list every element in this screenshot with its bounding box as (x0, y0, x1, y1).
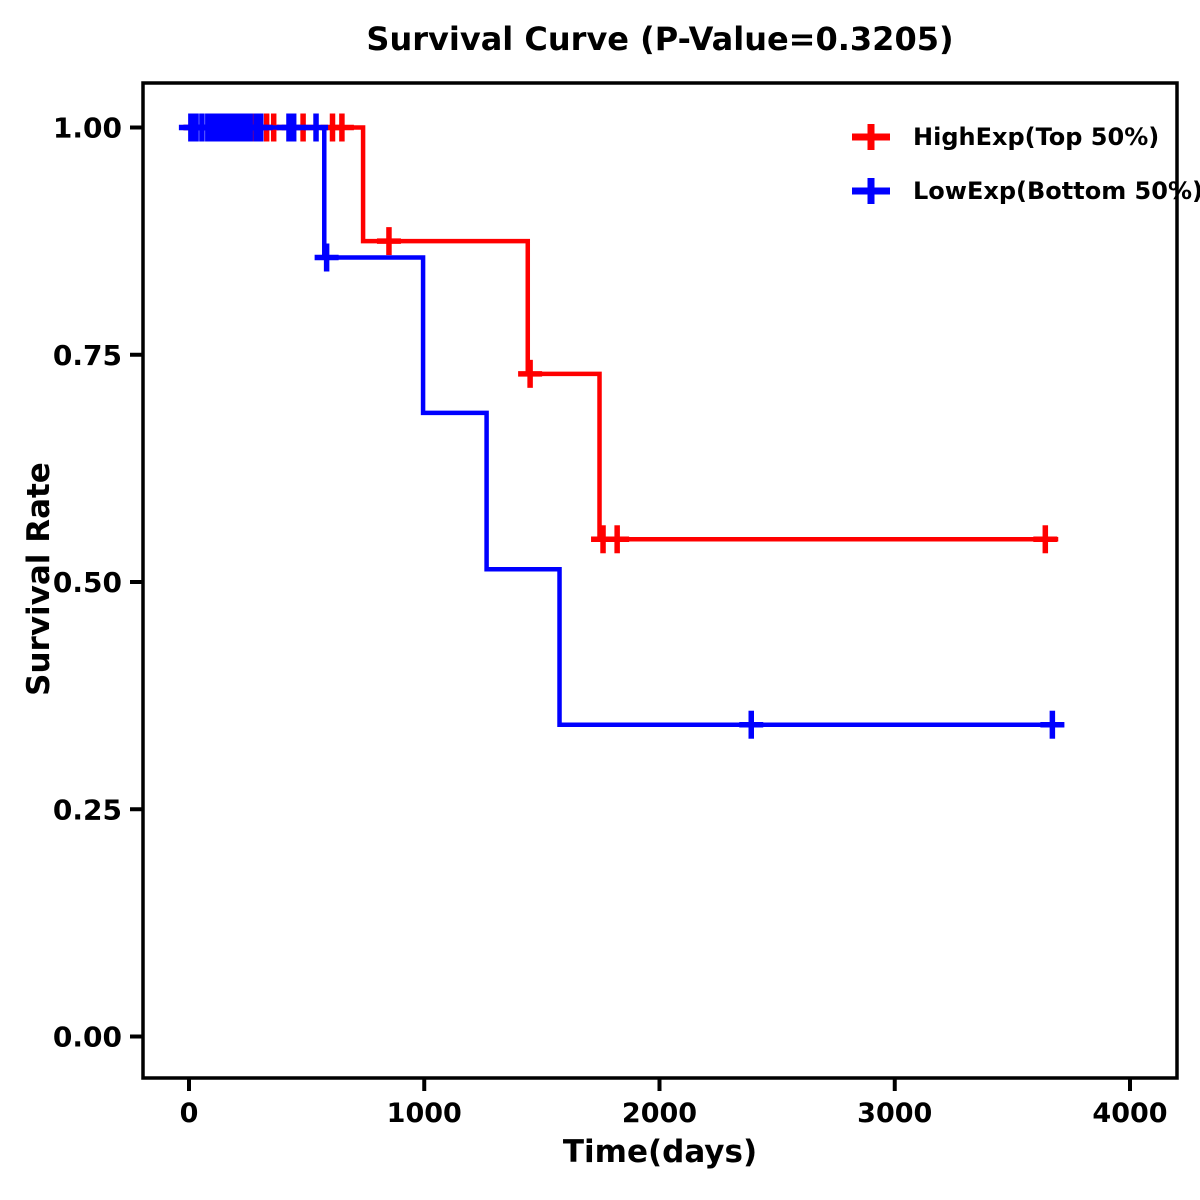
plus-marker-icon (852, 178, 890, 204)
legend-label-highexp: HighExp(Top 50%) (913, 123, 1160, 151)
svg-text:0.00: 0.00 (53, 1021, 122, 1054)
svg-text:0.75: 0.75 (53, 339, 122, 372)
plus-marker-icon (852, 124, 890, 150)
legend-item-highexp: HighExp(Top 50%) (849, 117, 1200, 157)
series-1-curve (189, 125, 1065, 727)
svg-text:0.25: 0.25 (53, 793, 122, 826)
series-0-curve (189, 125, 1059, 542)
legend-item-lowexp: LowExp(Bottom 50%) (849, 171, 1200, 211)
svg-text:4000: 4000 (1092, 1098, 1167, 1129)
x-axis-label: Time(days) (562, 1134, 758, 1170)
legend-label-lowexp: LowExp(Bottom 50%) (913, 177, 1200, 205)
svg-text:2000: 2000 (622, 1098, 697, 1129)
svg-text:0: 0 (180, 1098, 199, 1129)
svg-text:1000: 1000 (387, 1098, 462, 1129)
svg-text:3000: 3000 (857, 1098, 932, 1129)
panel-border (141, 81, 1179, 1080)
legend: HighExp(Top 50%) LowExp(Bottom 50%) (849, 117, 1200, 211)
series-1-censor-marks (178, 113, 1065, 739)
svg-text:1.00: 1.00 (53, 112, 122, 145)
y-axis-ticks: 0.00 0.25 0.50 0.75 1.00 (53, 112, 143, 1054)
svg-text:0.50: 0.50 (53, 566, 122, 599)
chart-title: Survival Curve (P-Value=0.3205) (366, 20, 954, 58)
x-axis-ticks: 0 1000 2000 3000 4000 (180, 1078, 1168, 1129)
